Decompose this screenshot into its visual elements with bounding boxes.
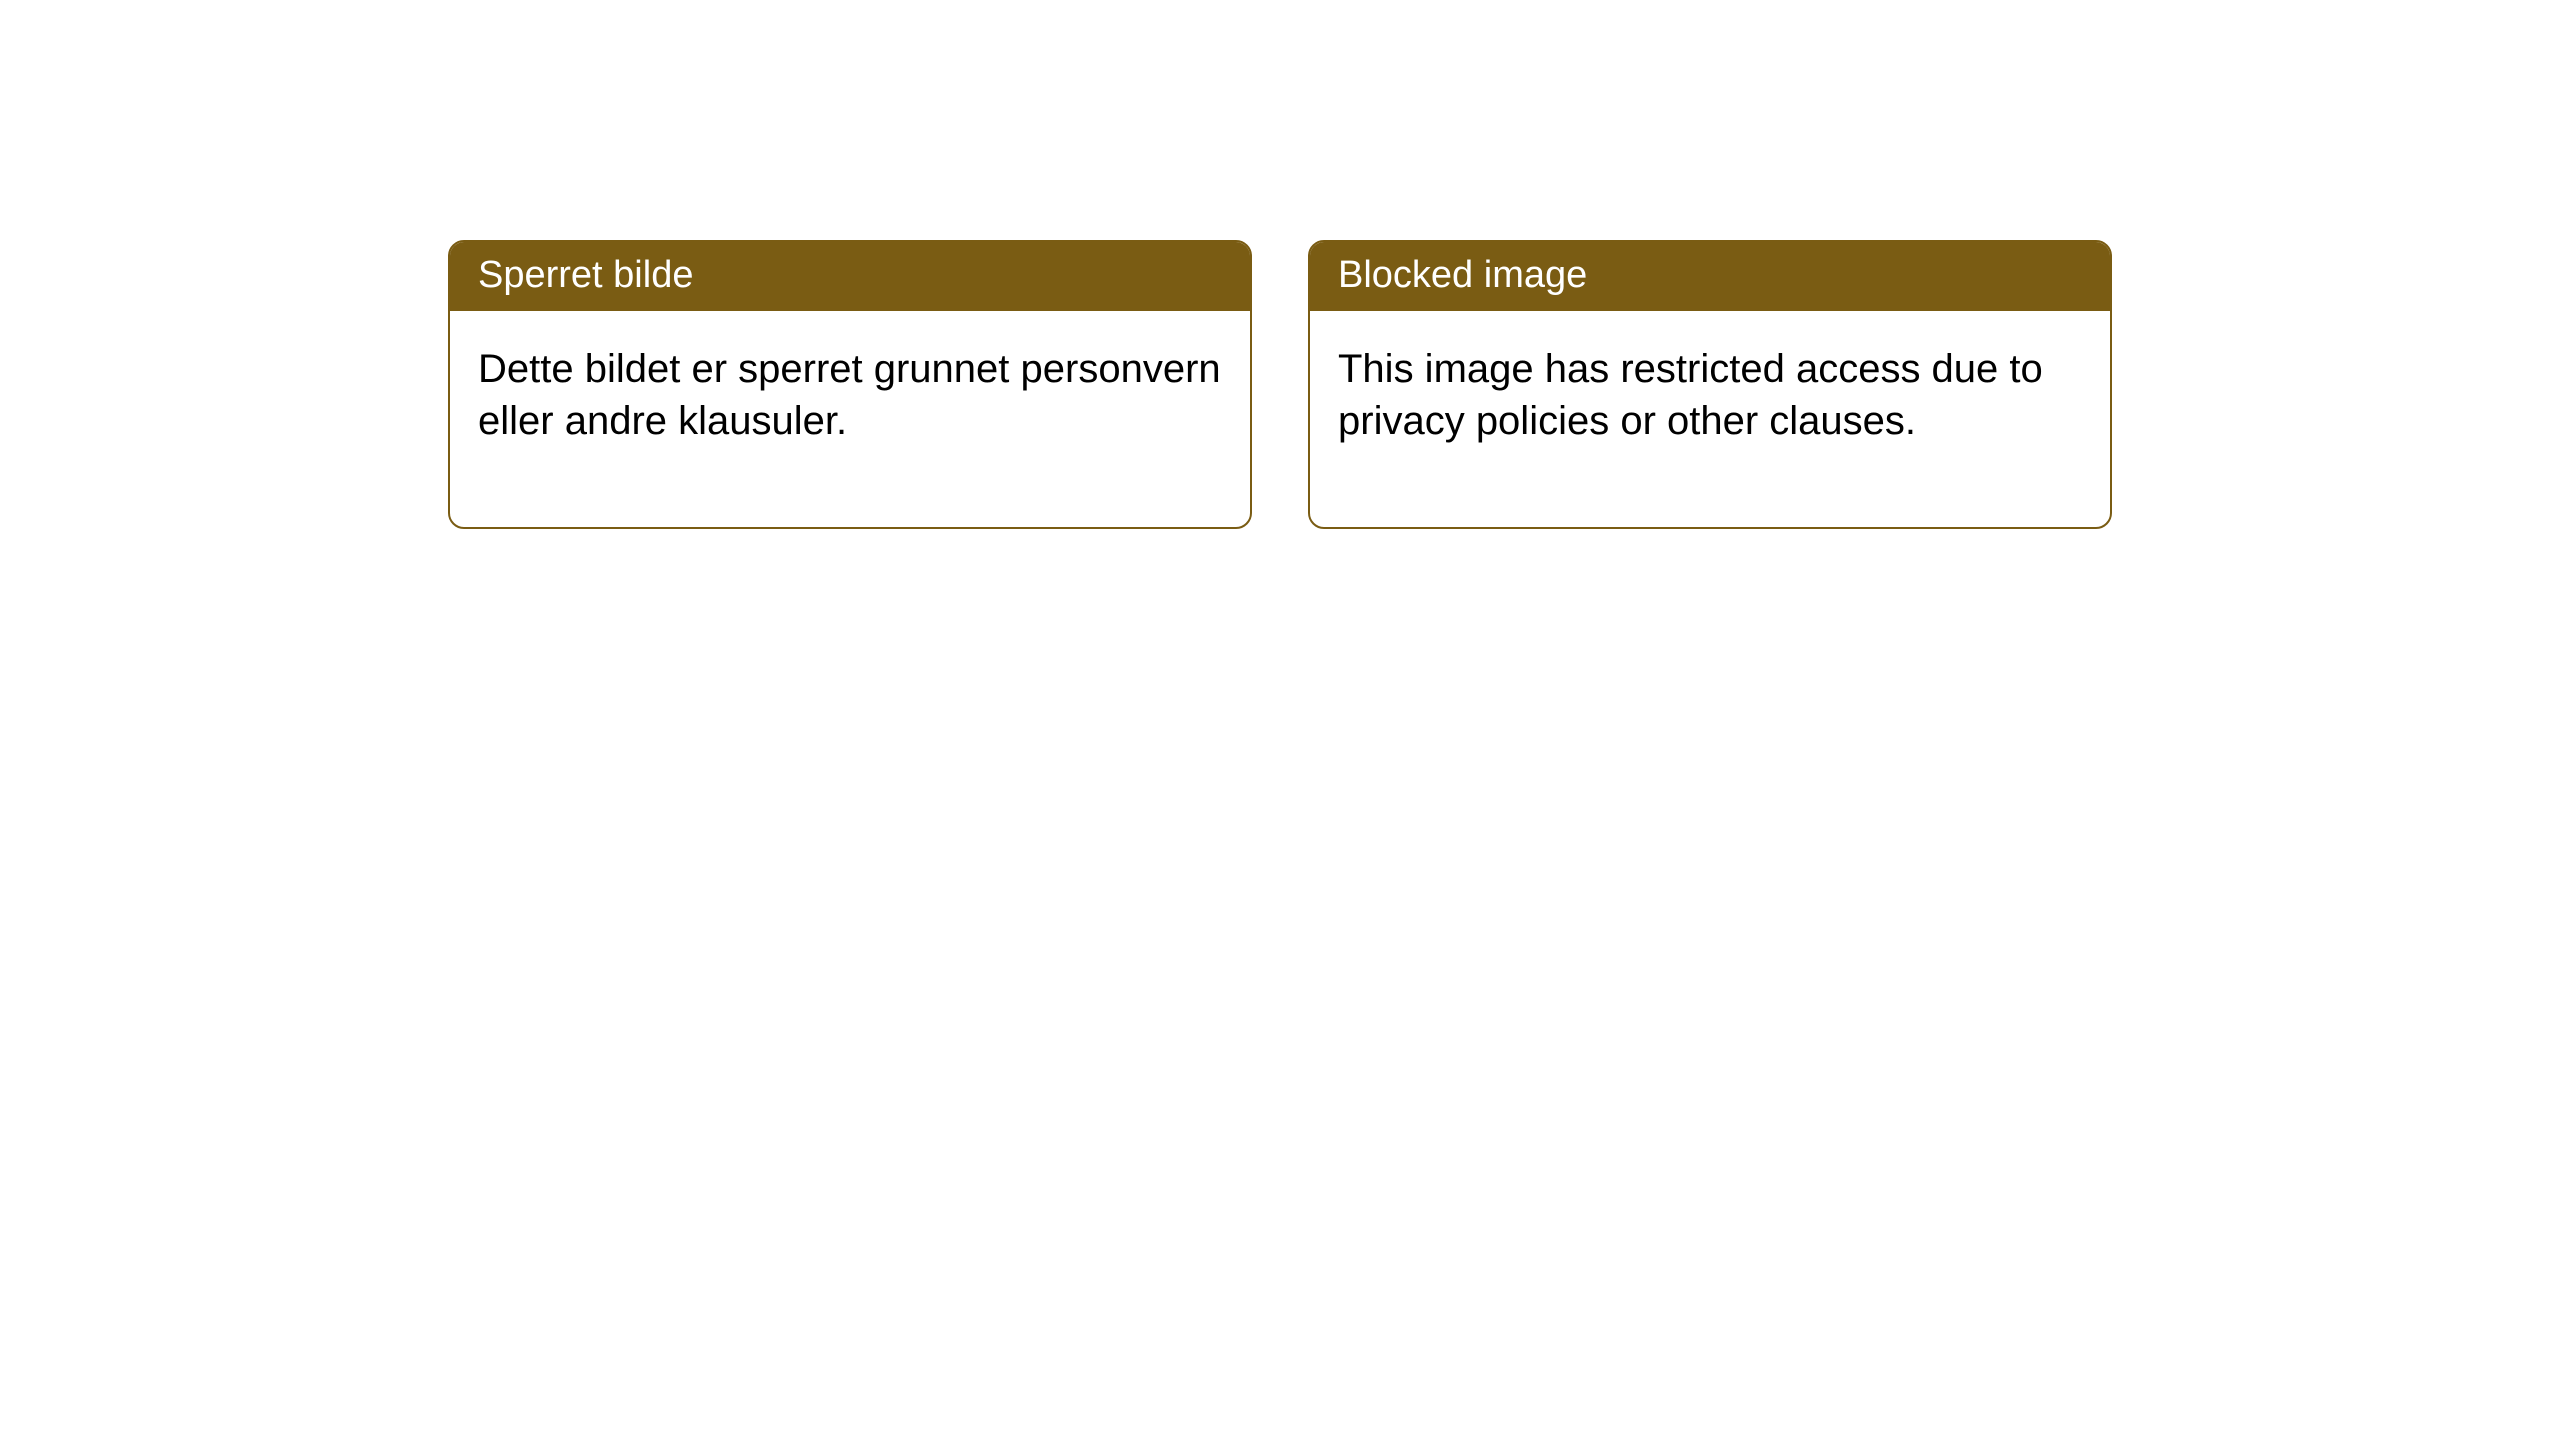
card-title: Blocked image	[1338, 254, 1587, 296]
card-body: Dette bildet er sperret grunnet personve…	[450, 311, 1250, 527]
card-header: Blocked image	[1310, 242, 2110, 311]
card-header: Sperret bilde	[450, 242, 1250, 311]
notice-card-en: Blocked image This image has restricted …	[1308, 240, 2112, 529]
card-title: Sperret bilde	[478, 254, 693, 296]
card-body-text: Dette bildet er sperret grunnet personve…	[478, 347, 1221, 443]
card-body-text: This image has restricted access due to …	[1338, 347, 2043, 443]
card-body: This image has restricted access due to …	[1310, 311, 2110, 527]
notice-container: Sperret bilde Dette bildet er sperret gr…	[0, 0, 2560, 529]
notice-card-no: Sperret bilde Dette bildet er sperret gr…	[448, 240, 1252, 529]
